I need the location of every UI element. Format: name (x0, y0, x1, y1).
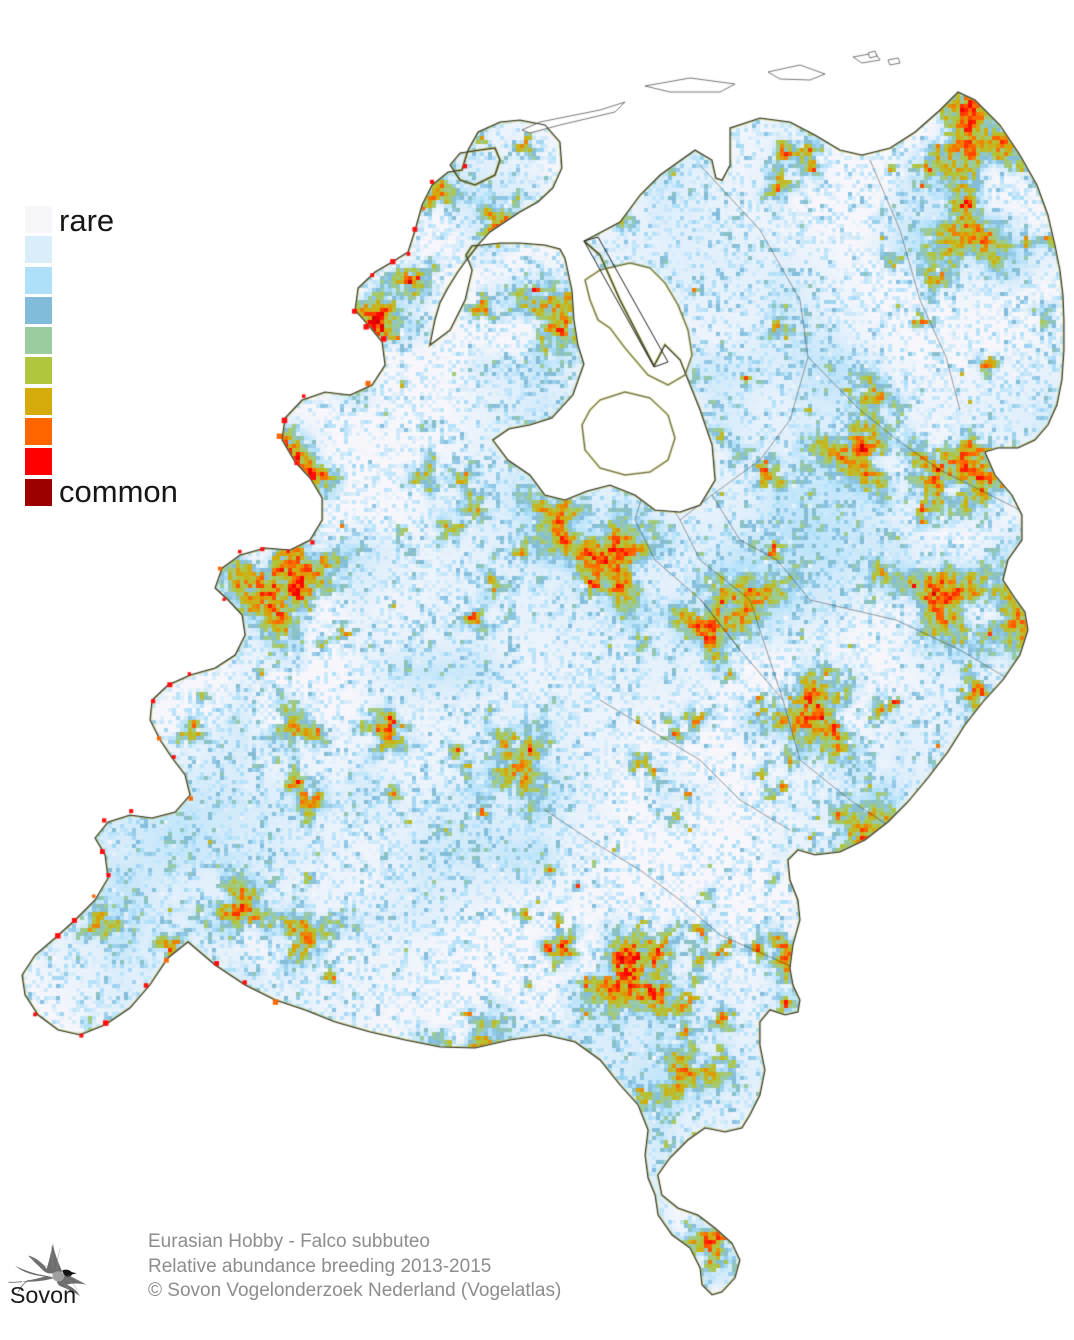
svg-text:Sovon: Sovon (10, 1282, 76, 1308)
